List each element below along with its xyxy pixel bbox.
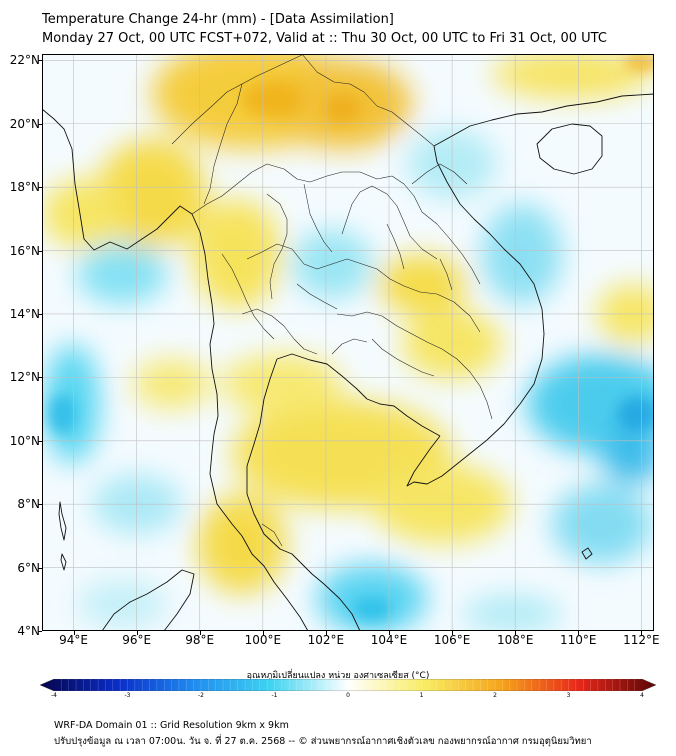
admin-borders [171, 54, 493, 547]
lon-tick [641, 631, 643, 635]
colorbar-tick-label: 3 [566, 692, 571, 699]
colorbar-tick-label: 4 [640, 692, 644, 699]
map-subtitle: Monday 27 Oct, 00 UTC FCST+072, Valid at… [42, 31, 607, 46]
border-f [341, 185, 438, 260]
lat-tick [38, 313, 42, 315]
lat-label: 4°N [17, 624, 40, 638]
map-panel[interactable] [42, 54, 654, 631]
temperature-field-detail [48, 54, 654, 621]
colorbar-tick-label: -2 [198, 692, 204, 699]
colorbar-tick-label: -4 [51, 692, 57, 699]
lat-tick [38, 567, 42, 569]
border-m [386, 223, 405, 270]
sumatra-coast [101, 569, 195, 631]
lat-tick [38, 504, 42, 506]
lat-tick [38, 631, 42, 632]
colorbar-tick-label: 1 [419, 692, 424, 699]
lat-label: 16°N [9, 243, 40, 258]
border-i [221, 253, 275, 340]
border-j [371, 338, 435, 377]
model-info: WRF-DA Domain 01 :: Grid Resolution 9km … [54, 720, 289, 731]
border-r [301, 54, 435, 147]
gulf-north-coast [276, 353, 441, 437]
lon-label: 110°E [560, 633, 597, 647]
coastlines [42, 93, 654, 631]
lon-tick [199, 631, 201, 635]
lon-label: 108°E [496, 633, 534, 647]
border-g [266, 193, 288, 300]
andaman-island [58, 501, 67, 541]
lat-label: 8°N [17, 497, 40, 512]
natuna-island [581, 547, 593, 560]
colorbar [40, 679, 656, 691]
andaman-coast [209, 343, 243, 537]
colorbar-tick-label: 2 [493, 692, 497, 699]
lon-tick [136, 631, 138, 635]
lat-tick [38, 250, 42, 252]
lat-label: 10°N [9, 433, 40, 448]
malay-west-coast [241, 535, 309, 631]
border-n [439, 258, 453, 291]
lon-tick [515, 631, 517, 635]
border-p [203, 83, 243, 205]
nicobar-island [60, 553, 67, 571]
map-canvas [42, 54, 654, 631]
lon-label: 102°E [307, 633, 345, 647]
vietnam-east-coast [433, 145, 545, 441]
lon-label: 98°E [185, 633, 215, 647]
lat-label: 6°N [17, 560, 40, 575]
border-k [331, 338, 368, 355]
border-h [303, 183, 333, 253]
border-a [191, 163, 393, 215]
lat-tick [38, 187, 42, 189]
lon-tick [389, 631, 390, 635]
lon-tick [452, 631, 454, 635]
lon-label: 104°E [370, 633, 408, 647]
lat-tick [38, 123, 42, 125]
lon-label: 94°E [59, 633, 88, 647]
lat-label: 20°N [9, 116, 40, 131]
temperature-field [42, 54, 654, 631]
lon-label: 106°E [433, 633, 471, 647]
tonkin-coast [433, 93, 654, 147]
map-title: Temperature Change 24-hr (mm) - [Data As… [42, 12, 394, 27]
lon-label: 112°E [623, 633, 660, 647]
colorbar-label: อุณหภูมิเปลี่ยนแปลง หน่วย องศาเซลเซียส (… [246, 671, 430, 681]
lat-label: 22°N [9, 53, 40, 68]
myanmar-west-coast [42, 108, 215, 345]
border-c [246, 243, 481, 333]
lat-label: 18°N [9, 180, 40, 195]
colorbar-tick-label: -3 [124, 692, 131, 699]
border-d [241, 308, 318, 355]
lat-tick [38, 377, 42, 379]
hainan-island [536, 123, 603, 175]
lat-label: 12°N [9, 370, 40, 385]
border-q [411, 163, 468, 185]
lat-tick [38, 60, 42, 62]
update-credit: ปรับปรุงข้อมูล ณ เวลา 07:00น. วัน จ. ที่… [54, 736, 592, 747]
border-e [336, 311, 493, 420]
lon-tick [325, 631, 327, 635]
colorbar-tick-label: 0 [346, 692, 350, 699]
lon-label: 96°E [122, 633, 152, 647]
border-o [261, 523, 283, 547]
indochina-south-coast [406, 435, 488, 487]
border-b [391, 175, 481, 285]
lon-tick [262, 631, 264, 635]
lon-tick [73, 631, 75, 635]
gulf-west-coast [246, 358, 301, 563]
colorbar-tick-label: -1 [271, 692, 278, 699]
border-l [296, 283, 338, 310]
lon-tick [578, 631, 580, 635]
lon-label: 100°E [244, 633, 282, 647]
lat-tick [38, 440, 42, 442]
graticule [42, 54, 654, 631]
malay-east-coast [299, 561, 361, 631]
lat-label: 14°N [9, 306, 40, 321]
